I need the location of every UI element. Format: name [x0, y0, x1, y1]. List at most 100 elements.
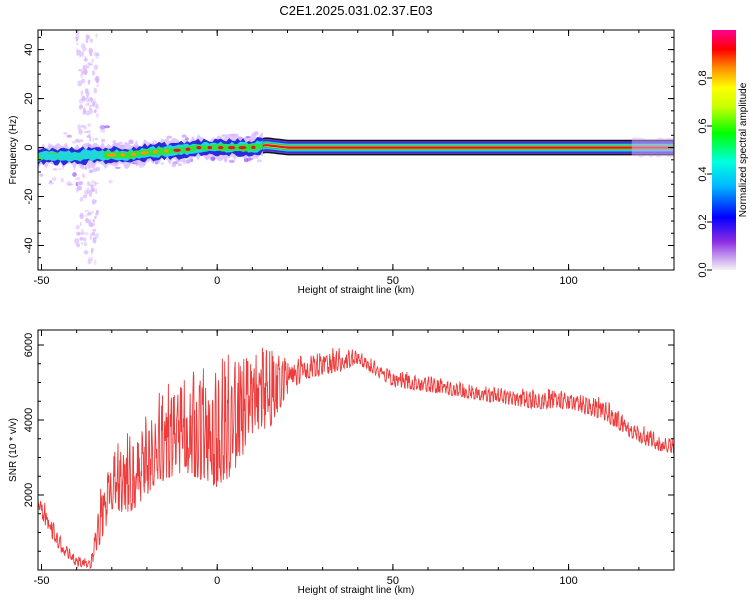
- speckle: [95, 52, 100, 57]
- speckle: [76, 231, 81, 236]
- speckle: [92, 101, 95, 107]
- speckle: [85, 103, 89, 107]
- speckle: [63, 132, 68, 135]
- speckle: [88, 133, 91, 136]
- speckle: [88, 49, 94, 53]
- speckle: [89, 136, 92, 142]
- speckle: [128, 142, 134, 145]
- speckle: [76, 51, 79, 56]
- colorbar-tick-label: 0.0: [697, 262, 709, 277]
- speckle: [75, 138, 79, 143]
- x-tick-label: 100: [559, 575, 577, 587]
- ridge-hot-spot: [120, 153, 125, 157]
- ridge-hot-spot: [207, 146, 212, 150]
- speckle: [87, 97, 93, 101]
- speckle: [95, 55, 99, 59]
- x-tick-label: 50: [387, 575, 399, 587]
- speckle: [79, 196, 84, 202]
- colorbar-ticks: 0.0 0.2 0.4 0.6 0.8: [697, 70, 712, 278]
- speckle: [190, 158, 194, 163]
- snr-panel: -50 0 50 100 2000 4000 6000 Height of straight…: [8, 329, 675, 596]
- speckle: [249, 157, 254, 160]
- speckle: [181, 134, 187, 138]
- spectrogram-frame: [37, 29, 675, 271]
- ridge-hot-spot: [173, 148, 181, 152]
- speckle: [93, 109, 97, 113]
- speckle: [114, 166, 121, 169]
- speckle: [95, 33, 98, 38]
- ridge-hot-spot: [164, 149, 169, 153]
- speckle: [39, 173, 44, 177]
- speckle: [78, 98, 84, 104]
- spectrogram-plot-area: [38, 30, 674, 265]
- y-tick-label: 40: [23, 43, 35, 55]
- speckle: [78, 68, 81, 72]
- ridge-hot-spot: [153, 150, 158, 154]
- speckle: [75, 177, 81, 181]
- colorbar-tick-label: 0.2: [697, 214, 709, 229]
- speckle: [95, 75, 100, 82]
- speckle: [82, 64, 86, 70]
- speckle: [83, 131, 90, 134]
- speckle: [87, 259, 92, 265]
- speckle: [83, 237, 87, 242]
- snr-x-label: Height of straight line (km): [298, 585, 415, 596]
- speckle: [87, 181, 91, 186]
- speckle: [83, 189, 89, 197]
- ridge-blob: [156, 147, 166, 156]
- speckle: [186, 159, 191, 164]
- speckle: [112, 140, 117, 144]
- speckle: [94, 137, 99, 141]
- speckle: [91, 58, 95, 63]
- speckle: [76, 243, 80, 248]
- speckle: [87, 123, 91, 127]
- ridge-hot-spot: [107, 153, 117, 157]
- speckle: [99, 125, 106, 130]
- y-tick-label: 4000: [23, 408, 35, 432]
- snr-frame: [37, 329, 675, 571]
- speckle: [86, 95, 89, 99]
- colorbar-tick-label: 0.4: [697, 166, 709, 181]
- speckle: [86, 135, 91, 138]
- speckle: [81, 95, 86, 102]
- speckle: [84, 88, 89, 94]
- ridge-hot-spot: [196, 146, 202, 150]
- speckle: [48, 182, 54, 185]
- ridge-blob: [39, 153, 51, 160]
- ridge-hot-spot: [218, 146, 224, 150]
- spectral-ridge: [38, 132, 674, 171]
- speckle: [84, 231, 89, 236]
- ridge-blob: [103, 150, 111, 160]
- speckle: [95, 103, 99, 110]
- speckle: [99, 128, 106, 133]
- ridge-blob: [180, 146, 188, 153]
- speckle: [88, 108, 93, 115]
- speckle: [81, 50, 85, 58]
- speckle: [51, 177, 57, 181]
- y-tick-label: -40: [23, 238, 35, 254]
- speckle: [83, 250, 89, 255]
- speckle: [78, 50, 82, 58]
- ridge-blob: [126, 150, 134, 160]
- y-tick-label: 6000: [23, 333, 35, 357]
- speckle: [91, 231, 96, 236]
- speckle: [92, 228, 97, 232]
- speckle: [94, 199, 97, 203]
- speckle: [171, 161, 178, 165]
- speckle: [77, 80, 83, 87]
- speckle: [79, 237, 84, 241]
- speckle: [83, 242, 88, 247]
- snr-ticks: -50 0 50 100 2000 4000 6000: [23, 330, 675, 587]
- x-tick-label: -50: [34, 275, 50, 287]
- speckle: [94, 215, 97, 220]
- speckle: [91, 210, 95, 214]
- speckle: [104, 125, 111, 129]
- speckle: [76, 47, 79, 52]
- ridge-blob: [233, 144, 244, 151]
- speckle: [92, 136, 95, 143]
- speckle: [93, 87, 98, 94]
- speckle: [152, 140, 158, 145]
- ridge-blob: [47, 153, 59, 159]
- speckle: [89, 104, 94, 107]
- speckle: [66, 134, 72, 138]
